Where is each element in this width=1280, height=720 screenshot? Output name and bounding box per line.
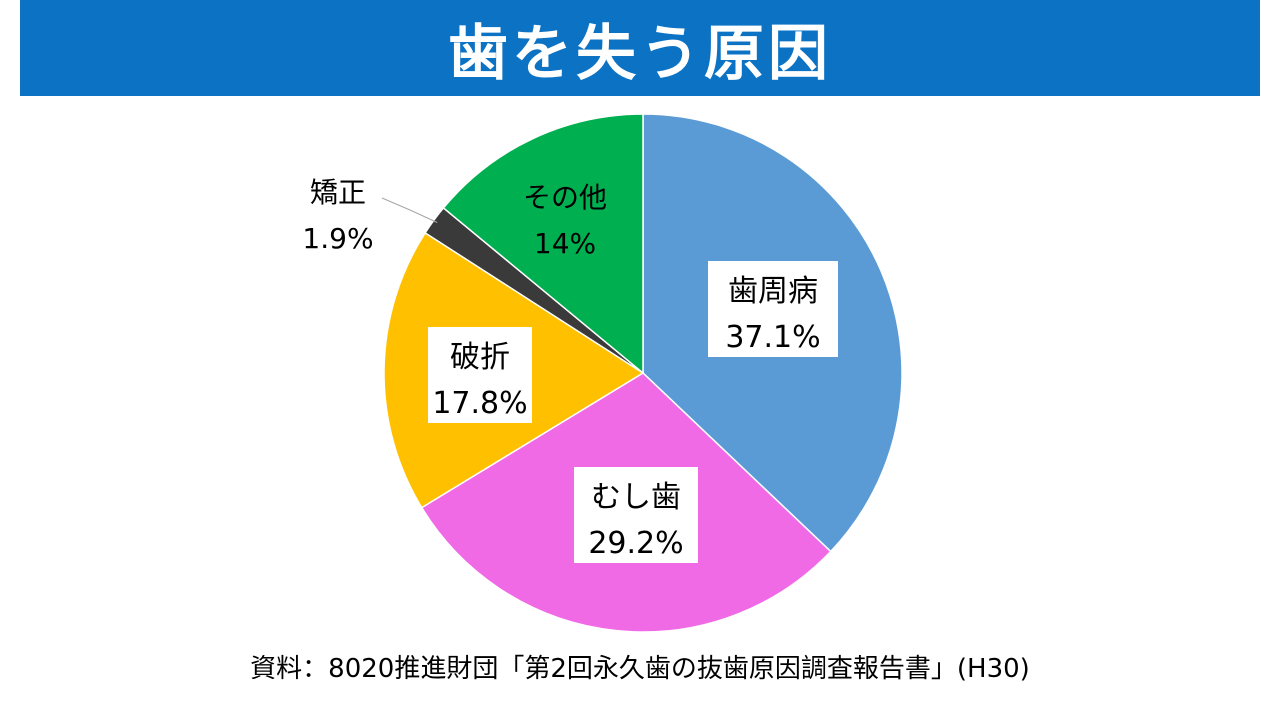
- slice-label-1: むし歯 29.2%: [574, 467, 698, 563]
- label-box-0: [708, 261, 838, 357]
- slice-category-label: むし歯: [591, 480, 681, 515]
- source-caption: 資料：8020推進財団「第2回永久歯の抜歯原因調査報告書」(H30): [250, 654, 1030, 684]
- label-box-2: [428, 327, 532, 423]
- leader-line: [381, 197, 438, 223]
- slice-value-label: 14%: [534, 227, 596, 260]
- slice-category-label: 矯正: [310, 176, 366, 209]
- slice-label-0: 歯周病 37.1%: [708, 261, 838, 357]
- slice-category-label: 歯周病: [728, 274, 818, 309]
- slice-category-label: その他: [523, 181, 607, 214]
- slice-label-4: その他 14%: [523, 181, 607, 260]
- title-bar: 歯を失う原因: [20, 0, 1260, 96]
- slice-label-3: 矯正 1.9%: [302, 176, 438, 255]
- page-title: 歯を失う原因: [448, 18, 832, 89]
- pie-slice-4: [442, 113, 644, 375]
- slice-category-label: 破折: [450, 340, 510, 375]
- slice-label-2: 破折 17.8%: [428, 327, 532, 423]
- label-box-1: [574, 467, 698, 563]
- slice-value-label: 29.2%: [588, 526, 683, 561]
- slice-value-label: 1.9%: [302, 222, 373, 255]
- slice-value-label: 37.1%: [725, 320, 820, 355]
- slice-value-label: 17.8%: [432, 386, 527, 421]
